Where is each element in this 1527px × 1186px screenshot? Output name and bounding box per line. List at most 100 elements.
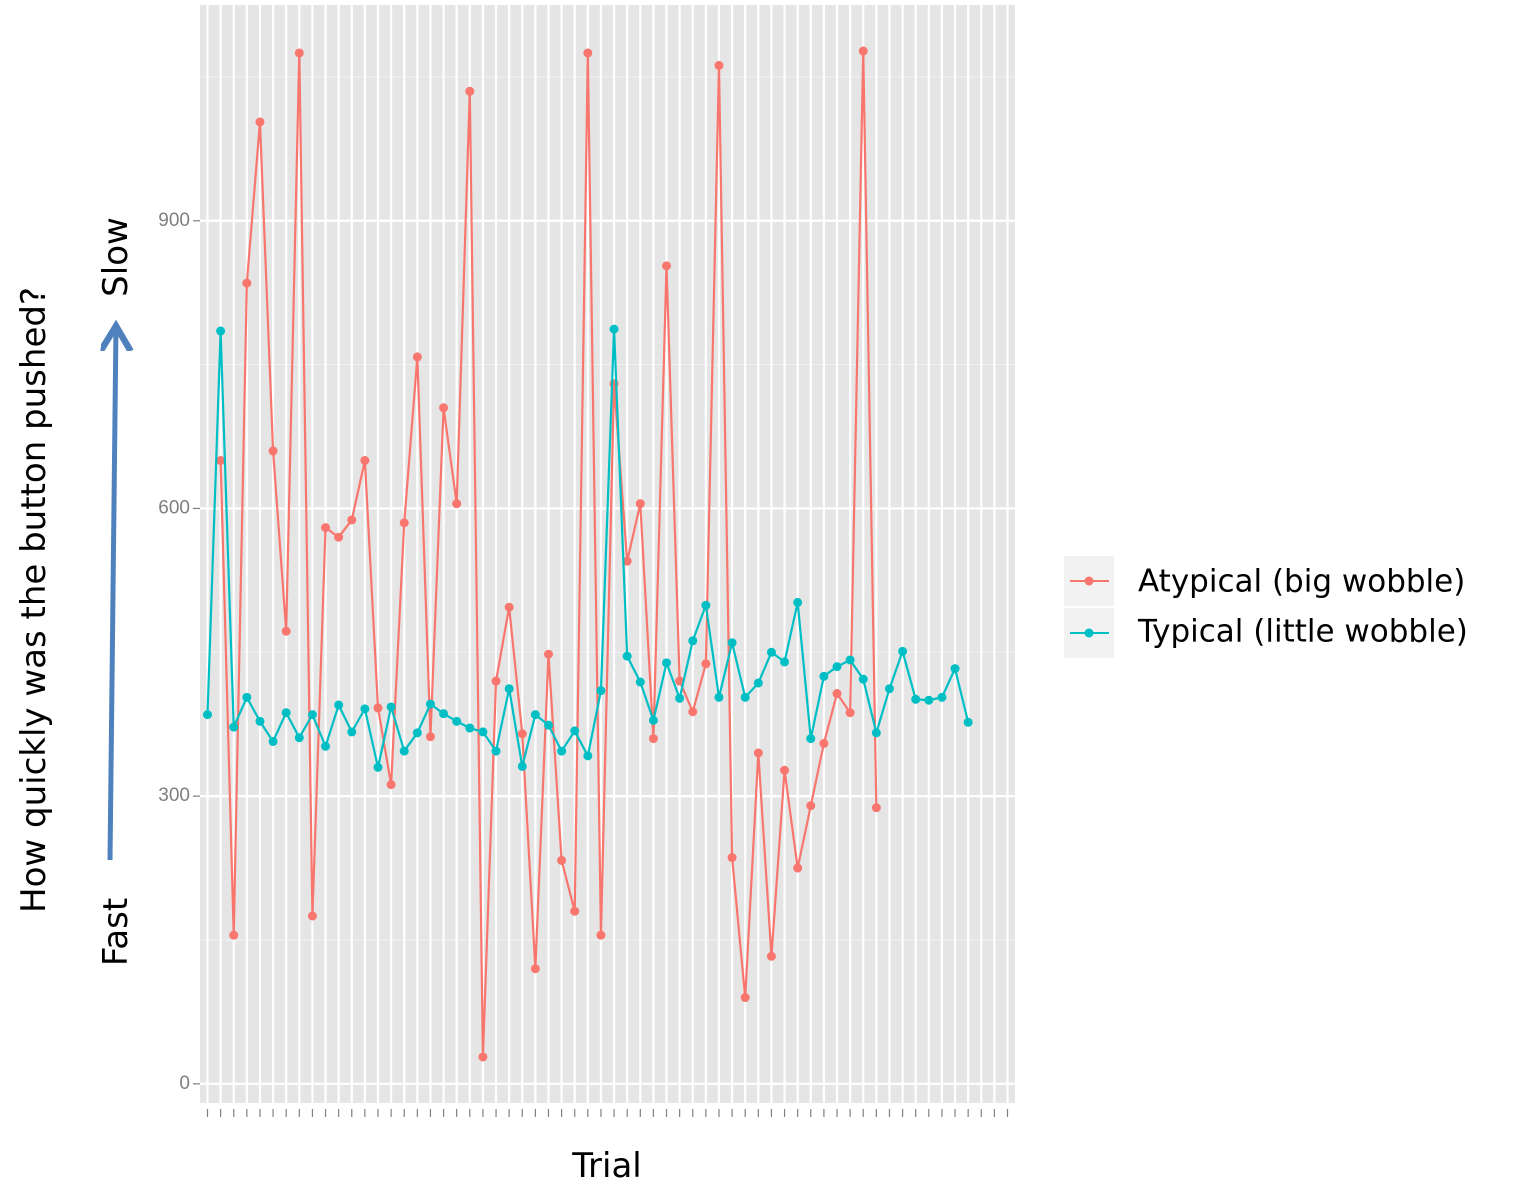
data-point bbox=[452, 499, 462, 509]
data-point bbox=[425, 732, 435, 742]
data-point bbox=[425, 699, 435, 709]
data-point bbox=[871, 728, 881, 738]
data-point bbox=[858, 46, 868, 56]
data-point bbox=[793, 597, 803, 607]
legend-key-typical-point bbox=[1084, 628, 1094, 638]
data-point bbox=[557, 855, 567, 865]
data-point bbox=[557, 746, 567, 756]
data-point bbox=[307, 911, 317, 921]
data-point bbox=[504, 684, 514, 694]
data-point bbox=[439, 709, 449, 719]
data-point bbox=[780, 657, 790, 667]
data-point bbox=[373, 762, 383, 772]
data-point bbox=[216, 456, 226, 466]
data-point bbox=[884, 684, 894, 694]
data-point bbox=[268, 736, 278, 746]
data-point bbox=[478, 1052, 488, 1062]
data-point bbox=[229, 930, 239, 940]
data-point bbox=[530, 964, 540, 974]
data-point bbox=[714, 692, 724, 702]
data-point bbox=[648, 715, 658, 725]
data-point bbox=[412, 352, 422, 362]
series-layer bbox=[203, 46, 973, 1062]
data-point bbox=[517, 729, 527, 739]
data-point bbox=[373, 703, 383, 713]
speed-arrow bbox=[110, 326, 116, 861]
data-point bbox=[399, 746, 409, 756]
data-point bbox=[439, 403, 449, 413]
data-point bbox=[806, 734, 816, 744]
series-typical bbox=[203, 324, 973, 772]
data-point bbox=[543, 720, 553, 730]
data-point bbox=[517, 761, 527, 771]
data-point bbox=[898, 646, 908, 656]
data-point bbox=[543, 649, 553, 659]
data-point bbox=[609, 324, 619, 334]
data-point bbox=[793, 863, 803, 873]
data-point bbox=[924, 695, 934, 705]
data-point bbox=[963, 717, 973, 727]
data-point bbox=[845, 708, 855, 718]
data-point bbox=[819, 738, 829, 748]
data-point bbox=[386, 702, 396, 712]
data-point bbox=[281, 708, 291, 718]
data-point bbox=[740, 993, 750, 1003]
data-point bbox=[937, 692, 947, 702]
data-point bbox=[386, 780, 396, 790]
data-point bbox=[294, 733, 304, 743]
data-point bbox=[701, 600, 711, 610]
data-point bbox=[399, 518, 409, 528]
data-point bbox=[806, 801, 816, 811]
data-point bbox=[911, 694, 921, 704]
data-point bbox=[360, 704, 370, 714]
data-point bbox=[360, 456, 370, 466]
series-atypical bbox=[216, 46, 881, 1062]
data-point bbox=[347, 515, 357, 525]
data-point bbox=[255, 117, 265, 127]
data-point bbox=[714, 60, 724, 70]
data-point bbox=[583, 48, 593, 58]
data-point bbox=[294, 48, 304, 58]
data-point bbox=[478, 727, 488, 737]
data-point bbox=[307, 710, 317, 720]
data-point bbox=[753, 678, 763, 688]
data-point bbox=[465, 723, 475, 733]
data-point bbox=[281, 626, 291, 636]
y-annotation-slow: Slow bbox=[96, 217, 136, 297]
data-point bbox=[858, 674, 868, 684]
legend-label-typical: Typical (little wobble) bbox=[1137, 614, 1468, 650]
plot-panel bbox=[200, 5, 1015, 1103]
data-point bbox=[727, 638, 737, 648]
data-point bbox=[662, 658, 672, 668]
data-point bbox=[622, 651, 632, 661]
y-tick-label: 300 bbox=[158, 785, 190, 806]
data-point bbox=[412, 728, 422, 738]
data-point bbox=[845, 655, 855, 665]
data-point bbox=[347, 727, 357, 737]
data-point bbox=[203, 710, 212, 720]
data-point bbox=[688, 636, 698, 646]
data-point bbox=[648, 734, 658, 744]
data-point bbox=[871, 803, 881, 813]
axis-ticks: 0 300 600 900 bbox=[158, 210, 1009, 1117]
data-point bbox=[819, 671, 829, 681]
legend: Atypical (big wobble) Typical (little wo… bbox=[1064, 556, 1468, 658]
data-point bbox=[832, 662, 842, 672]
data-point bbox=[675, 693, 685, 703]
data-point bbox=[242, 278, 252, 288]
data-point bbox=[321, 741, 331, 751]
data-point bbox=[727, 853, 737, 863]
data-point bbox=[570, 726, 580, 736]
data-point bbox=[334, 532, 344, 542]
data-point bbox=[635, 499, 645, 509]
data-point bbox=[832, 689, 842, 699]
data-point bbox=[268, 446, 278, 456]
data-point bbox=[491, 746, 501, 756]
data-point bbox=[675, 676, 685, 686]
data-point bbox=[570, 906, 580, 916]
data-point bbox=[321, 523, 331, 533]
data-point bbox=[753, 748, 763, 758]
data-point bbox=[583, 751, 593, 761]
data-point bbox=[216, 326, 226, 336]
y-annotation-fast: Fast bbox=[96, 898, 136, 966]
